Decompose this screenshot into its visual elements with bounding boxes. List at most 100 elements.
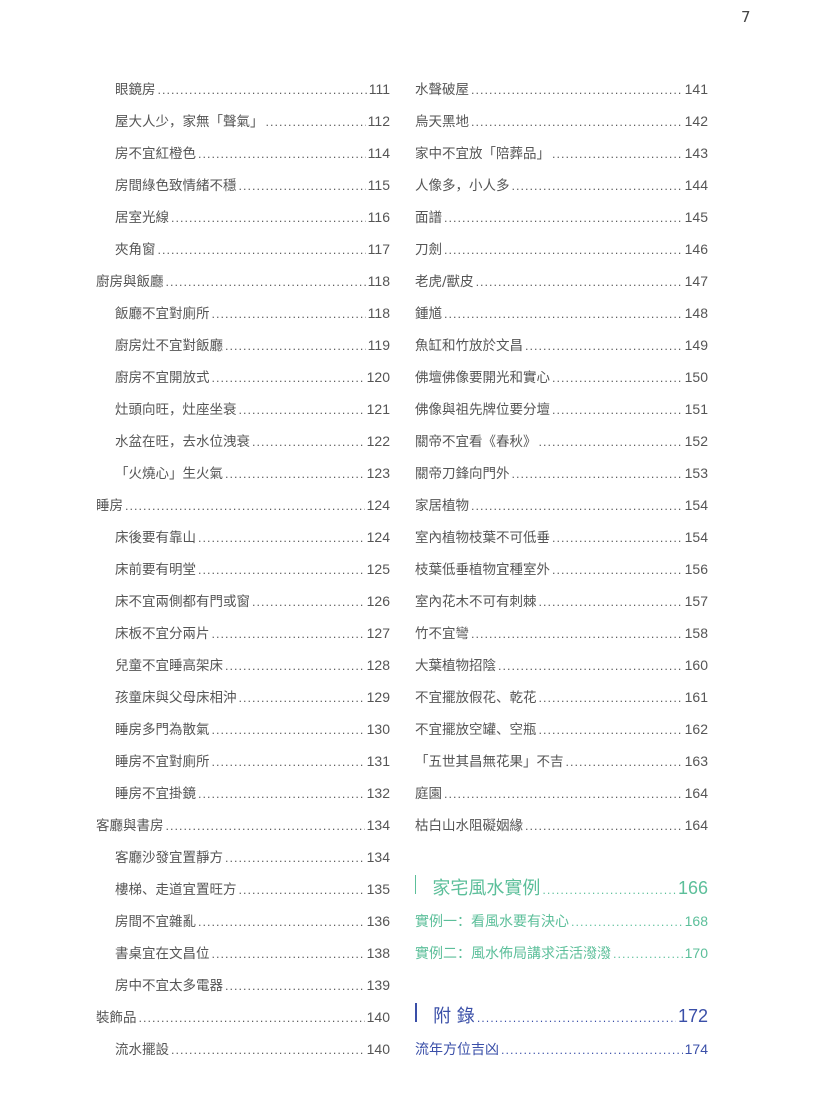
toc-entry[interactable]: 廚房灶不宜對飯廳 119 xyxy=(96,329,390,361)
dot-leader xyxy=(225,331,366,363)
toc-entry[interactable]: 不宜擺放假花、乾花 161 xyxy=(415,681,708,713)
toc-entry[interactable]: 家中不宜放「陪葬品」 143 xyxy=(415,137,708,169)
dot-leader xyxy=(444,779,683,811)
entry-title: 關帝不宜看《春秋》 xyxy=(415,434,537,450)
toc-entry[interactable]: 烏天黑地 142 xyxy=(415,105,708,137)
dot-leader xyxy=(444,299,683,331)
toc-entry[interactable]: 枝葉低垂植物宜種室外 156 xyxy=(415,553,708,585)
toc-entry[interactable]: 眼鏡房 111 xyxy=(96,73,390,105)
toc-entry[interactable]: 室內花木不可有刺棘 157 xyxy=(415,585,708,617)
toc-entry[interactable]: 「五世其昌無花果」不吉 163 xyxy=(415,745,708,777)
toc-entry[interactable]: 老虎/獸皮 147 xyxy=(415,265,708,297)
toc-entry[interactable]: 竹不宜彎 158 xyxy=(415,617,708,649)
toc-entry[interactable]: 關帝刀鋒向門外 153 xyxy=(415,457,708,489)
toc-entry[interactable]: 鍾馗 148 xyxy=(415,297,708,329)
entry-page-number: 143 xyxy=(684,145,708,161)
toc-entry[interactable]: 大葉植物招陰 160 xyxy=(415,649,708,681)
entry-title: 水聲破屋 xyxy=(415,82,469,98)
entry-title: 枯白山水阻礙姻緣 xyxy=(415,818,523,834)
toc-entry[interactable]: 床後要有靠山 124 xyxy=(96,521,390,553)
toc-section-heading[interactable]: 庭園 164 xyxy=(415,777,708,809)
toc-entry[interactable]: 孩童床與父母床相沖 129 xyxy=(96,681,390,713)
toc-section-heading[interactable]: 家居植物 154 xyxy=(415,489,708,521)
toc-entry[interactable]: 「火燒心」生火氣 123 xyxy=(96,457,390,489)
toc-entry[interactable]: 流水擺設 140 xyxy=(96,1033,390,1065)
entry-page-number: 174 xyxy=(684,1041,708,1057)
entry-title: 家中不宜放「陪葬品」 xyxy=(415,146,550,162)
dot-leader xyxy=(552,395,683,427)
entry-title: 客廳沙發宜置靜方 xyxy=(115,850,223,866)
toc-entry[interactable]: 廚房不宜開放式 120 xyxy=(96,361,390,393)
entry-page-number: 160 xyxy=(684,657,708,673)
entry-title: 房中不宜太多電器 xyxy=(115,978,223,994)
toc-entry[interactable]: 室內植物枝葉不可低垂 154 xyxy=(415,521,708,553)
toc-entry[interactable]: 床前要有明堂 125 xyxy=(96,553,390,585)
toc-entry[interactable]: 關帝不宜看《春秋》 152 xyxy=(415,425,708,457)
toc-entry[interactable]: 床板不宜分兩片 127 xyxy=(96,617,390,649)
toc-entry[interactable]: 書桌宜在文昌位 138 xyxy=(96,937,390,969)
toc-entry[interactable]: 睡房不宜對廁所 131 xyxy=(96,745,390,777)
toc-entry[interactable]: 床不宜兩側都有門或窗 126 xyxy=(96,585,390,617)
toc-entry[interactable]: 房間不宜雜亂 136 xyxy=(96,905,390,937)
toc-entry[interactable]: 枯白山水阻礙姻緣 164 xyxy=(415,809,708,841)
entry-page-number: 123 xyxy=(366,465,390,481)
dot-leader xyxy=(552,139,683,171)
entry-page-number: 130 xyxy=(366,721,390,737)
dot-leader xyxy=(171,203,366,235)
toc-entry[interactable]: 樓梯、走道宜置旺方 135 xyxy=(96,873,390,905)
dot-leader xyxy=(471,107,683,139)
dot-leader xyxy=(158,235,366,267)
entry-title: 大葉植物招陰 xyxy=(415,658,496,674)
toc-case-entry[interactable]: 流年方位吉凶 174 xyxy=(415,1033,708,1065)
entry-title: 魚缸和竹放於文昌 xyxy=(415,338,523,354)
entry-title: 佛像與祖先牌位要分壇 xyxy=(415,402,550,418)
dot-leader xyxy=(539,587,683,619)
toc-section-heading[interactable]: 裝飾品 140 xyxy=(96,1001,390,1033)
entry-page-number: 134 xyxy=(366,849,390,865)
toc-section-heading[interactable]: 廚房與飯廳 118 xyxy=(96,265,390,297)
entry-title: 廚房灶不宜對飯廳 xyxy=(115,338,223,354)
toc-section-heading[interactable]: 睡房 124 xyxy=(96,489,390,521)
entry-title: 不宜擺放空罐、空瓶 xyxy=(415,722,537,738)
toc-entry[interactable]: 屋大人少，家無「聲氣」 112 xyxy=(96,105,390,137)
entry-page-number: 162 xyxy=(684,721,708,737)
entry-page-number: 158 xyxy=(684,625,708,641)
toc-entry[interactable]: 兒童不宜睡高架床 128 xyxy=(96,649,390,681)
entry-title: 灶頭向旺，灶座坐衰 xyxy=(115,402,237,418)
toc-entry[interactable]: 夾角窗 117 xyxy=(96,233,390,265)
toc-entry[interactable]: 灶頭向旺，灶座坐衰 121 xyxy=(96,393,390,425)
toc-entry[interactable]: 房中不宜太多電器 139 xyxy=(96,969,390,1001)
toc-entry[interactable]: 不宜擺放空罐、空瓶 162 xyxy=(415,713,708,745)
toc-entry[interactable]: 水聲破屋 141 xyxy=(415,73,708,105)
toc-entry[interactable]: 睡房多門為散氣 130 xyxy=(96,713,390,745)
toc-entry[interactable]: 客廳沙發宜置靜方 134 xyxy=(96,841,390,873)
toc-chapter-heading[interactable]: 家宅風水實例 166 xyxy=(415,871,708,905)
dot-leader xyxy=(498,651,683,683)
toc-chapter-heading[interactable]: 附 錄 172 xyxy=(415,999,708,1033)
toc-case-entry[interactable]: 實例一：看風水要有決心 168 xyxy=(415,905,708,937)
toc-entry[interactable]: 水盆在旺，去水位洩衰 122 xyxy=(96,425,390,457)
entry-title: 人像多，小人多 xyxy=(415,178,510,194)
entry-page-number: 157 xyxy=(684,593,708,609)
entry-page-number: 126 xyxy=(366,593,390,609)
toc-entry[interactable]: 佛像與祖先牌位要分壇 151 xyxy=(415,393,708,425)
toc-entry[interactable]: 飯廳不宜對廁所 118 xyxy=(96,297,390,329)
toc-entry[interactable]: 魚缸和竹放於文昌 149 xyxy=(415,329,708,361)
spacer xyxy=(415,841,708,871)
entry-title: 床不宜兩側都有門或窗 xyxy=(115,594,250,610)
toc-section-heading[interactable]: 客廳與書房 134 xyxy=(96,809,390,841)
entry-title: 老虎/獸皮 xyxy=(415,274,474,290)
toc-entry[interactable]: 房不宜紅橙色 114 xyxy=(96,137,390,169)
dot-leader xyxy=(198,907,365,939)
toc-entry[interactable]: 居室光線 116 xyxy=(96,201,390,233)
toc-entry[interactable]: 人像多，小人多 144 xyxy=(415,169,708,201)
dot-leader xyxy=(444,203,683,235)
toc-entry[interactable]: 佛壇佛像要開光和實心 150 xyxy=(415,361,708,393)
toc-entry[interactable]: 睡房不宜掛鏡 132 xyxy=(96,777,390,809)
toc-entry[interactable]: 面譜 145 xyxy=(415,201,708,233)
entry-page-number: 168 xyxy=(684,913,708,929)
toc-case-entry[interactable]: 實例二：風水佈局講求活活潑潑 170 xyxy=(415,937,708,969)
toc-entry[interactable]: 房間綠色致情緒不穩 115 xyxy=(96,169,390,201)
toc-entry[interactable]: 刀劍 146 xyxy=(415,233,708,265)
entry-title: 室內植物枝葉不可低垂 xyxy=(415,530,550,546)
